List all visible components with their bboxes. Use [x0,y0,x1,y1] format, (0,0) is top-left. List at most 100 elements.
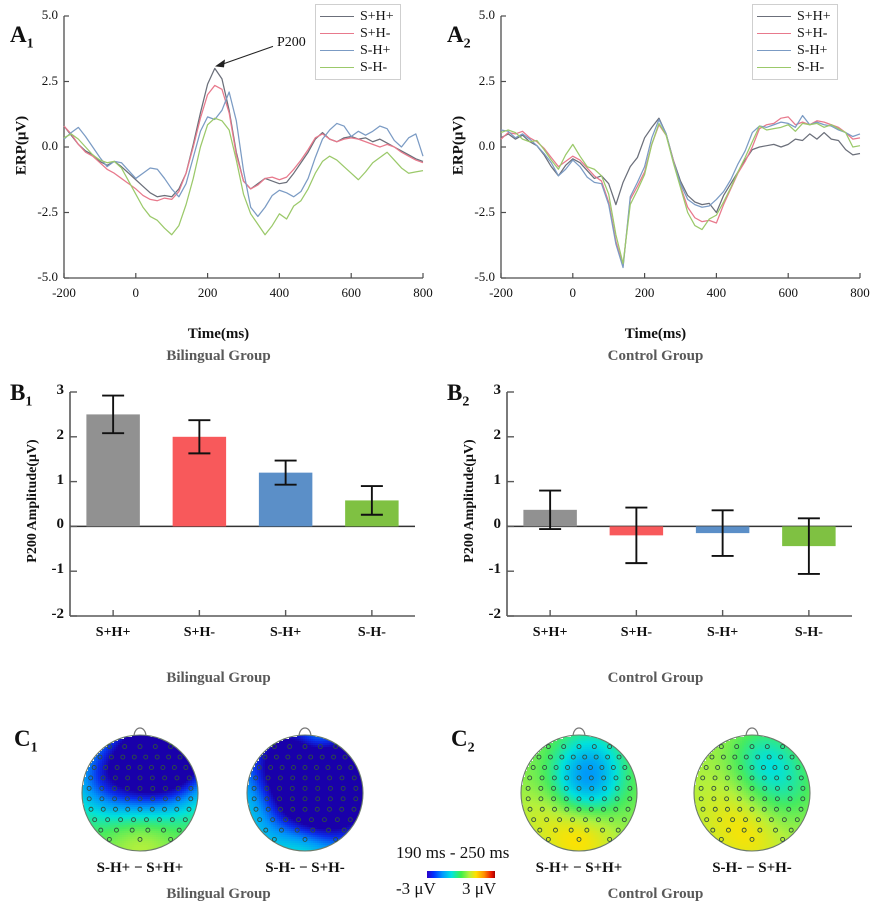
erp-ytick-label: -2.5 [37,203,58,219]
panel-label-b2-letter: B [447,380,463,405]
erp-ytick-label: 0.0 [41,138,58,153]
erp-ytick-label: 5.0 [41,7,58,22]
topo-caption-c2-2: S-H- − S+H- [712,860,792,876]
erp1-xaxis-title: Time(ms) [187,326,250,342]
erp-xtick-label: -200 [489,285,513,300]
bar-yaxis-title: P200 Amplitude(μV) [25,439,40,563]
colorbar-block: 190 ms - 250 ms -3 μV 3 μV [396,843,546,903]
legend-line-swatch [320,67,354,68]
bar-ytick-label: 1 [493,471,502,488]
panel-label-b1: B1 [10,380,32,411]
legend-label: S-H- [360,59,388,75]
legend-line-swatch [757,33,791,34]
panel-label-a1-index: 1 [26,36,34,52]
bar-category-label: S+H+ [532,625,568,640]
caption-c1: Bilingual Group [166,886,271,902]
erp-plot-bilingual: -200 0 200 400 600 800 5.0 2.5 0.0 -2.5 -5.0 ERP(μV… [0,0,437,320]
legend-label: S+H+ [797,8,831,24]
caption-b1: Bilingual Group [166,670,271,686]
legend-line-swatch [320,50,354,51]
panel-a1: A1 -200 0 200 400 600 800 5.0 2.5 0.0 -2.5 -5.0 ERP… [0,0,437,366]
topo-caption-c2-1: S-H+ − S+H+ [535,860,623,876]
bar-category-label: S-H- [794,625,823,640]
bar-ytick-label: -1 [51,561,65,578]
legend-item[interactable]: S-H+ [320,42,394,59]
panel-label-b2: B2 [447,380,469,411]
legend-item[interactable]: S+H- [757,25,831,42]
legend-item[interactable]: S+H- [320,25,394,42]
bar-ytick-label: -1 [488,561,502,578]
erp-yaxis-title: ERP(μV) [13,115,30,176]
erp-xtick-label: 600 [341,285,361,300]
bar-yaxis-title: P200 Amplitude(μV) [462,439,477,563]
erp-legend: S+H+ S+H- S-H+ S-H- [752,4,838,80]
erp-xtick-label: 400 [706,285,727,300]
erp-ytick-label: 5.0 [478,7,495,22]
erp-xtick-label: 600 [778,285,798,300]
legend-item[interactable]: S+H+ [320,8,394,25]
legend-label: S-H- [797,59,825,75]
legend-line-swatch [320,33,354,34]
legend-label: S+H- [360,25,391,41]
erp-ytick-label: -5.0 [474,269,495,284]
legend-item[interactable]: S-H+ [757,42,831,59]
bar-category-label: S-H- [357,625,386,640]
panel-label-a2: A2 [447,22,471,53]
legend-item[interactable]: S+H+ [757,8,831,25]
panel-a2: A2 -200 0 200 400 600 800 5.0 2.5 0.0 -2.5 -5.0 ERP… [437,0,874,366]
caption-b2: Control Group [607,670,704,686]
topo-caption-c1-2: S-H- − S+H- [265,860,345,876]
p200-annotation-label: P200 [276,35,306,51]
erp-ytick-label: 2.5 [41,72,58,88]
panel-label-c2-index: 2 [467,740,475,756]
bar-ytick-label: -2 [488,606,502,622]
topo-caption-c1-1: S-H+ − S+H+ [96,860,184,876]
panel-label-c2: C2 [451,726,475,757]
panel-b1: B1 3 2 1 0 -1 -2 S+H+ S+H- S-H+ S-H- P200 Amplitud… [0,374,437,694]
erp-xtick-label: 400 [269,285,290,300]
bar-ytick-label: -2 [51,606,65,622]
caption-c2: Control Group [607,886,704,902]
caption-a2: Control Group [607,348,704,364]
legend-line-swatch [320,16,354,17]
legend-label: S+H+ [360,8,394,24]
caption-a1: Bilingual Group [166,348,271,364]
erp-ytick-label: 2.5 [478,72,495,88]
erp-xtick-label: 800 [850,285,870,300]
bar-plot-bilingual: 3 2 1 0 -1 -2 S+H+ S+H- S-H+ S-H- P200 Amplitude(μ… [0,374,437,664]
bar-ytick-label: 2 [493,426,502,443]
topoplot-c1-shp-splusshplus [78,727,202,852]
legend-line-swatch [757,67,791,68]
erp-plot-control: -200 0 200 400 600 800 5.0 2.5 0.0 -2.5 -5.0 ERP(μV… [437,0,874,320]
legend-line-swatch [757,50,791,51]
bar-plot-control: 3 2 1 0 -1 -2 S+H+ S+H- S-H+ S-H- P200 Amplitude(μ… [437,374,874,664]
panel-b2: B2 3 2 1 0 -1 -2 S+H+ S+H- S-H+ S-H- P200 Amplitud… [437,374,874,694]
bar-ytick-label: 3 [56,382,65,398]
panel-label-b2-index: 2 [462,394,470,410]
panel-label-b1-letter: B [10,380,26,405]
bar-category-label: S-H+ [269,625,302,640]
panel-label-c2-letter: C [451,726,468,751]
erp-ytick-label: -5.0 [37,269,58,284]
erp-ytick-label: 0.0 [478,138,495,153]
legend-label: S-H+ [360,42,391,58]
panel-label-c1-letter: C [14,726,31,751]
panel-label-a1: A1 [10,22,34,53]
panel-c1: C1 S-H+ − S+H+ S-H- − S+H- Bilingual Gro… [0,700,437,915]
erp-xtick-label: -200 [52,285,76,300]
bar-category-label: S+H- [183,625,216,640]
legend-item[interactable]: S-H- [320,59,394,76]
topoplot-c2-shp-splusshplus [517,727,641,852]
legend-label: S+H- [797,25,828,41]
panel-c2: C2 S-H+ − S+H+ S-H- − S+H- Control Group [437,700,874,915]
erp-yaxis-title: ERP(μV) [450,115,467,176]
bar-ytick-label: 1 [56,471,65,488]
colorbar-max-label: 3 μV [462,879,497,898]
erp-xtick-label: 200 [634,285,655,300]
panel-label-a2-index: 2 [463,36,471,52]
bar-category-label: S+H- [620,625,653,640]
topoplot-c1-shm-splushm [243,727,367,852]
legend-item[interactable]: S-H- [757,59,831,76]
topoplot-c2-shm-splushm [690,727,814,852]
erp2-xaxis-title: Time(ms) [624,326,687,342]
